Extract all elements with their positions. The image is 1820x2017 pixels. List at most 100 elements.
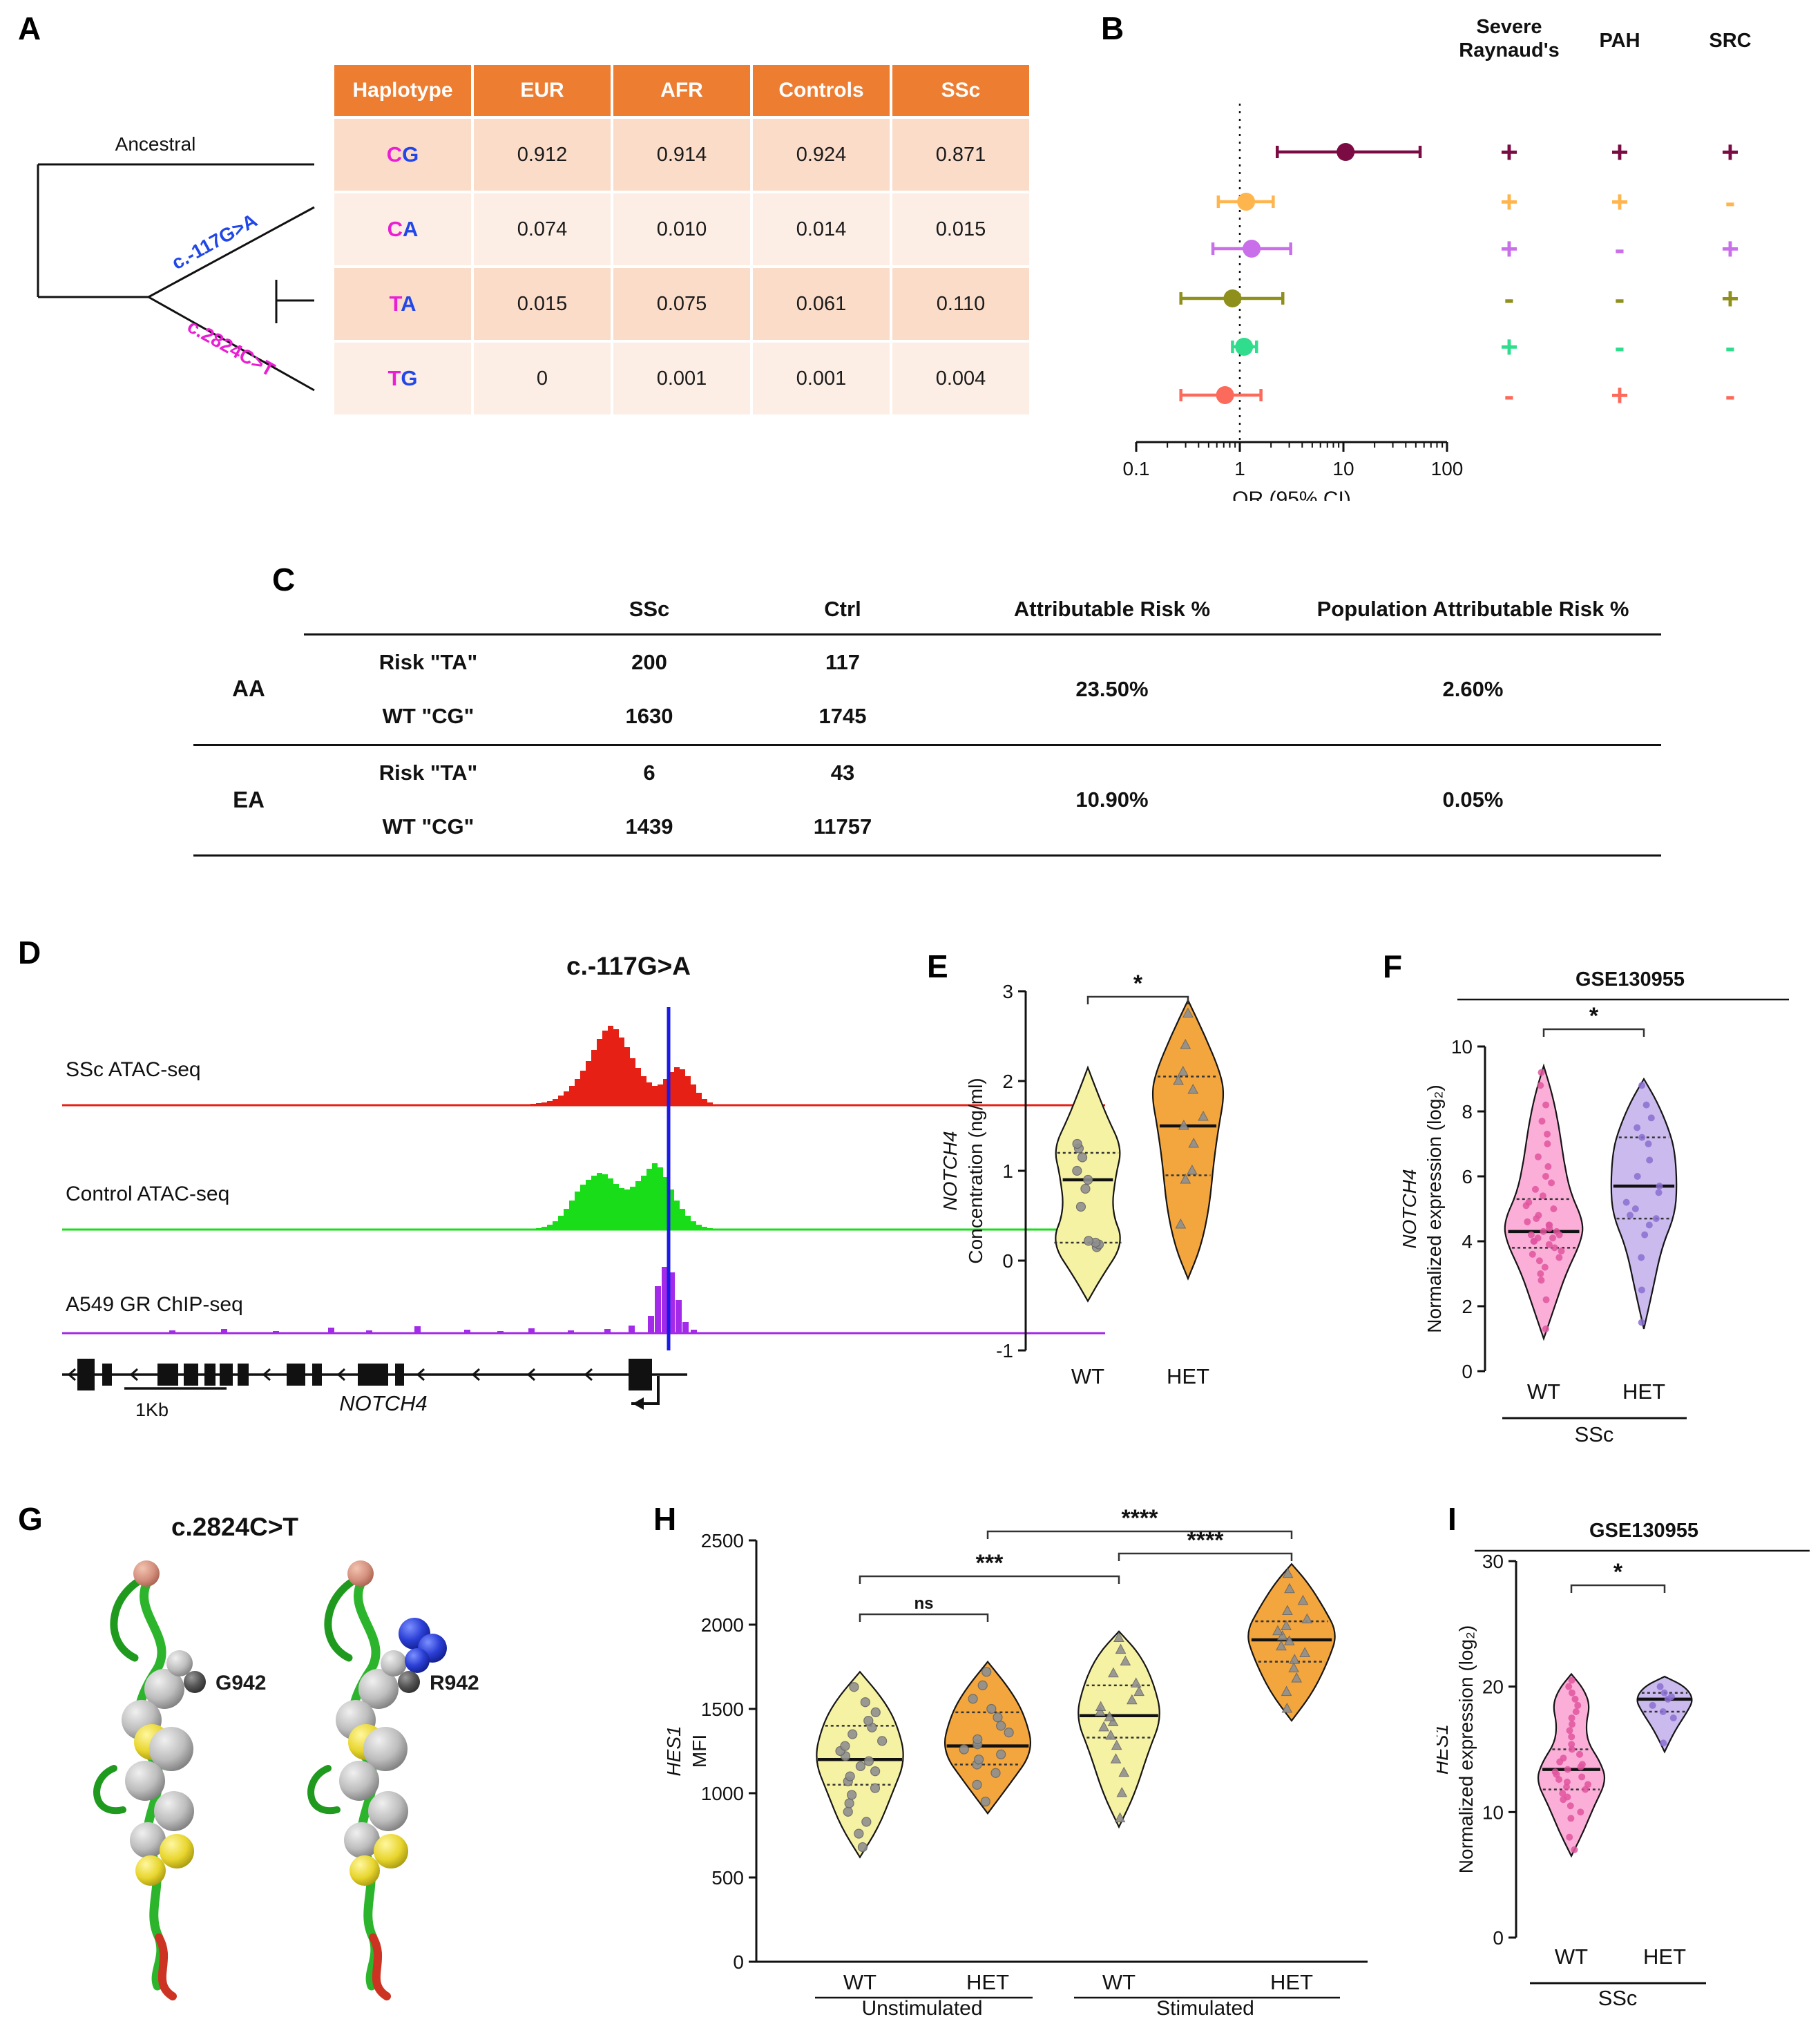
coverage-bar — [569, 1201, 575, 1230]
g942-sphere — [184, 1671, 206, 1693]
col-header-ssc: SSc — [892, 65, 1029, 116]
data-point — [1116, 1786, 1128, 1797]
association-sign: + — [1500, 330, 1518, 364]
freq-cell: 0.871 — [892, 119, 1029, 191]
coverage-bar — [648, 1316, 654, 1333]
coverage-bar — [685, 1076, 691, 1105]
data-point — [1072, 1165, 1082, 1176]
exon-box — [184, 1364, 198, 1386]
coverage-bar — [691, 1221, 696, 1230]
y-axis-title: MFI — [689, 1734, 710, 1768]
freq-cell: 0.924 — [753, 119, 890, 191]
data-point — [1111, 1739, 1122, 1750]
y-tick-label: 3 — [1002, 981, 1013, 1002]
data-point — [1527, 1231, 1535, 1239]
data-point — [1289, 1654, 1301, 1664]
x-tick-label: 1 — [1234, 458, 1245, 479]
coverage-bar — [658, 1084, 663, 1105]
coverage-bar — [652, 1163, 658, 1230]
data-point — [1540, 1227, 1547, 1235]
data-point — [1656, 1183, 1663, 1190]
data-point — [863, 1756, 874, 1766]
data-point — [1299, 1647, 1310, 1657]
coverage-bar — [608, 1178, 613, 1230]
data-point — [1539, 1192, 1546, 1200]
panel-d-title: c.-117G>A — [566, 952, 691, 980]
significance-bracket — [859, 1575, 1120, 1584]
coverage-bar — [273, 1331, 279, 1333]
data-point — [1558, 1248, 1565, 1255]
residue-sphere — [130, 1822, 166, 1858]
coverage-bar — [597, 1039, 602, 1105]
protein-structure-mutant: R942 — [307, 1560, 479, 2000]
data-point — [1281, 1685, 1292, 1696]
data-point — [870, 1707, 881, 1717]
track-label-a549-chip: A549 GR ChIP-seq — [66, 1293, 243, 1316]
data-point — [1567, 1815, 1575, 1822]
association-sign: - — [1615, 282, 1625, 316]
coverage-bar — [569, 1086, 575, 1105]
data-point — [1647, 1114, 1655, 1122]
data-point — [1301, 1613, 1313, 1624]
strand-arrow — [129, 1368, 138, 1382]
panel-a-label: A — [18, 10, 41, 46]
coverage-bar — [608, 1026, 613, 1105]
table-header-row: Haplotype EUR AFR Controls SSc — [334, 65, 1029, 116]
coverage-bar — [542, 1102, 547, 1105]
y-tick-label: 4 — [1462, 1231, 1473, 1252]
table-row: AA Risk "TA" 200 117 23.50% 2.60% — [193, 634, 1661, 702]
coverage-bar — [691, 1330, 697, 1333]
data-point — [1075, 1201, 1086, 1212]
data-point — [1545, 1221, 1553, 1229]
y-axis-title: Concentration (ng/ml) — [965, 1078, 986, 1263]
panel-c-label: C — [272, 562, 296, 598]
residue-sphere — [374, 1834, 408, 1868]
freq-cell: 0.015 — [892, 193, 1029, 265]
coverage-bar — [663, 1079, 669, 1105]
y-axis-title: Normalized expression (log₂) — [1455, 1625, 1477, 1873]
data-point — [1542, 1325, 1549, 1332]
arginine-sidechain-sphere — [405, 1648, 430, 1673]
panel-g-title: c.2824C>T — [171, 1513, 299, 1541]
cohort-label: SSc — [1575, 1422, 1614, 1446]
panel-i-label: I — [1448, 1501, 1457, 1537]
residue-sphere — [349, 1855, 380, 1886]
table-row: CA 0.074 0.010 0.014 0.015 — [334, 193, 1029, 265]
data-point — [1282, 1605, 1293, 1615]
data-point — [1118, 1766, 1130, 1777]
data-point — [973, 1734, 983, 1745]
data-point — [996, 1749, 1006, 1759]
y-tick-label: 2500 — [701, 1530, 744, 1551]
odds-ratio-point — [1216, 386, 1234, 404]
data-point — [1631, 1205, 1639, 1212]
spacer-cell — [193, 586, 304, 634]
residue-sphere — [339, 1761, 379, 1801]
exon-box — [204, 1364, 215, 1386]
y-tick-label: -1 — [996, 1340, 1013, 1361]
row-label: WT "CG" — [382, 704, 475, 729]
data-point — [1568, 1741, 1575, 1748]
data-point — [1634, 1124, 1641, 1131]
residue-sphere — [166, 1650, 193, 1676]
coverage-bar — [702, 1227, 707, 1230]
y-tick-label: 1000 — [701, 1783, 744, 1804]
data-point — [1535, 1257, 1543, 1265]
data-point — [1550, 1205, 1558, 1212]
ancestral-label: Ancestral — [115, 133, 196, 155]
residue-sphere — [133, 1560, 160, 1587]
data-point — [1544, 1140, 1551, 1147]
data-point — [1537, 1082, 1544, 1089]
data-point — [1638, 1082, 1646, 1089]
col-header-ctrl: Ctrl — [746, 586, 939, 635]
tree-branch-up — [148, 206, 315, 298]
x-axis-title: OR (95% CI) — [1232, 488, 1351, 501]
data-point — [1182, 1007, 1194, 1017]
data-point — [1281, 1620, 1292, 1630]
data-point — [1538, 1277, 1545, 1284]
coverage-bar — [655, 1286, 661, 1333]
significance-label: * — [1613, 1559, 1623, 1585]
y-tick-label: 500 — [711, 1867, 744, 1889]
ribbon-loop — [307, 1765, 341, 1815]
y-tick-label: 30 — [1482, 1551, 1504, 1572]
